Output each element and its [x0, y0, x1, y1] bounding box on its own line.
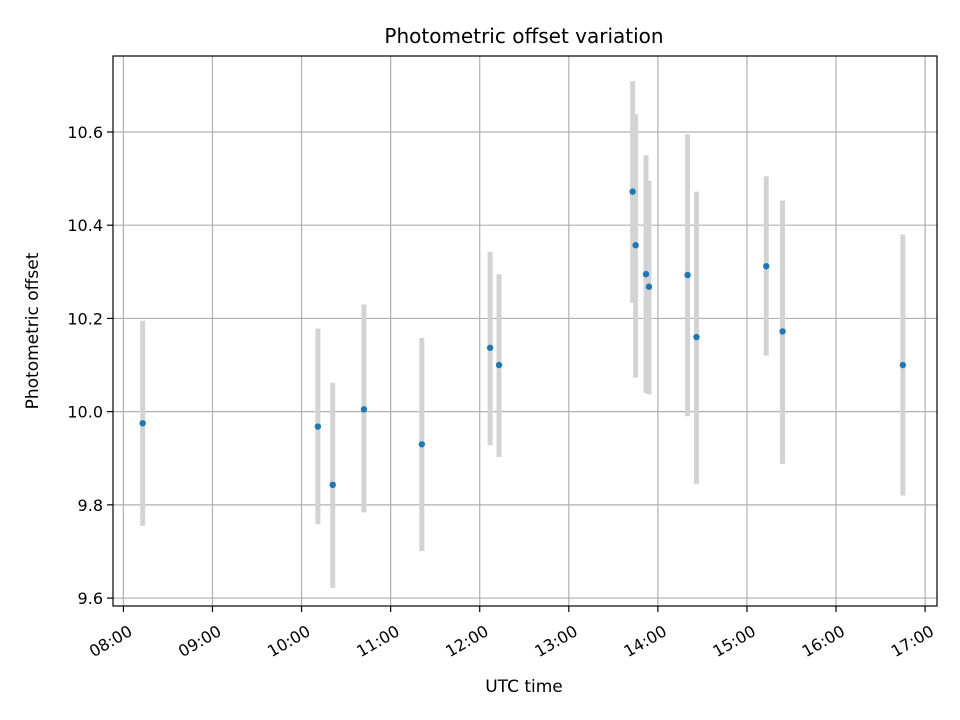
error-bars: [140, 81, 906, 588]
data-point: [779, 328, 786, 335]
x-tick-label: 12:00: [442, 621, 491, 661]
x-axis-label: UTC time: [485, 677, 563, 697]
data-point: [899, 361, 907, 369]
data-point: [632, 242, 639, 249]
data-point: [684, 271, 691, 279]
plot-frame: [112, 55, 938, 607]
y-axis-label: Photometric offset: [23, 252, 43, 409]
x-tick-label: 16:00: [799, 621, 848, 661]
x-tick-label: 08:00: [86, 621, 135, 661]
y-axis-ticks: 9.6 9.8 10.0 10.2 10.4 10.6: [67, 123, 113, 608]
x-tick-label: 15:00: [710, 621, 759, 661]
y-tick-label: 9.8: [78, 496, 103, 515]
data-point: [693, 333, 700, 341]
x-tick-label: 10:00: [264, 621, 313, 661]
data-point: [645, 283, 653, 290]
x-tick-label: 11:00: [353, 621, 402, 661]
data-point: [495, 361, 503, 369]
data-point: [139, 420, 146, 427]
chart-title: Photometric offset variation: [384, 24, 663, 48]
data-point: [642, 270, 650, 278]
data-point: [763, 263, 770, 270]
data-point: [314, 423, 322, 430]
x-tick-label: 14:00: [620, 621, 669, 661]
x-axis-ticks: 08:00 09:00 10:00 11:00 12:00 13:00 14:00 15:00…: [86, 606, 937, 661]
data-point: [329, 481, 336, 489]
data-point: [486, 344, 494, 351]
data-point: [629, 188, 636, 195]
grid: [113, 56, 937, 606]
x-tick-label: 09:00: [175, 621, 224, 661]
y-tick-label: 10.6: [67, 123, 103, 142]
x-tick-label: 13:00: [531, 621, 580, 661]
y-tick-label: 10.4: [67, 216, 103, 235]
y-tick-label: 10.0: [67, 403, 103, 422]
data-points: [139, 188, 907, 489]
data-point: [418, 441, 426, 448]
data-point: [360, 406, 368, 413]
x-tick-label: 17:00: [888, 621, 937, 661]
y-tick-label: 10.2: [67, 309, 103, 328]
y-tick-label: 9.6: [78, 589, 103, 608]
